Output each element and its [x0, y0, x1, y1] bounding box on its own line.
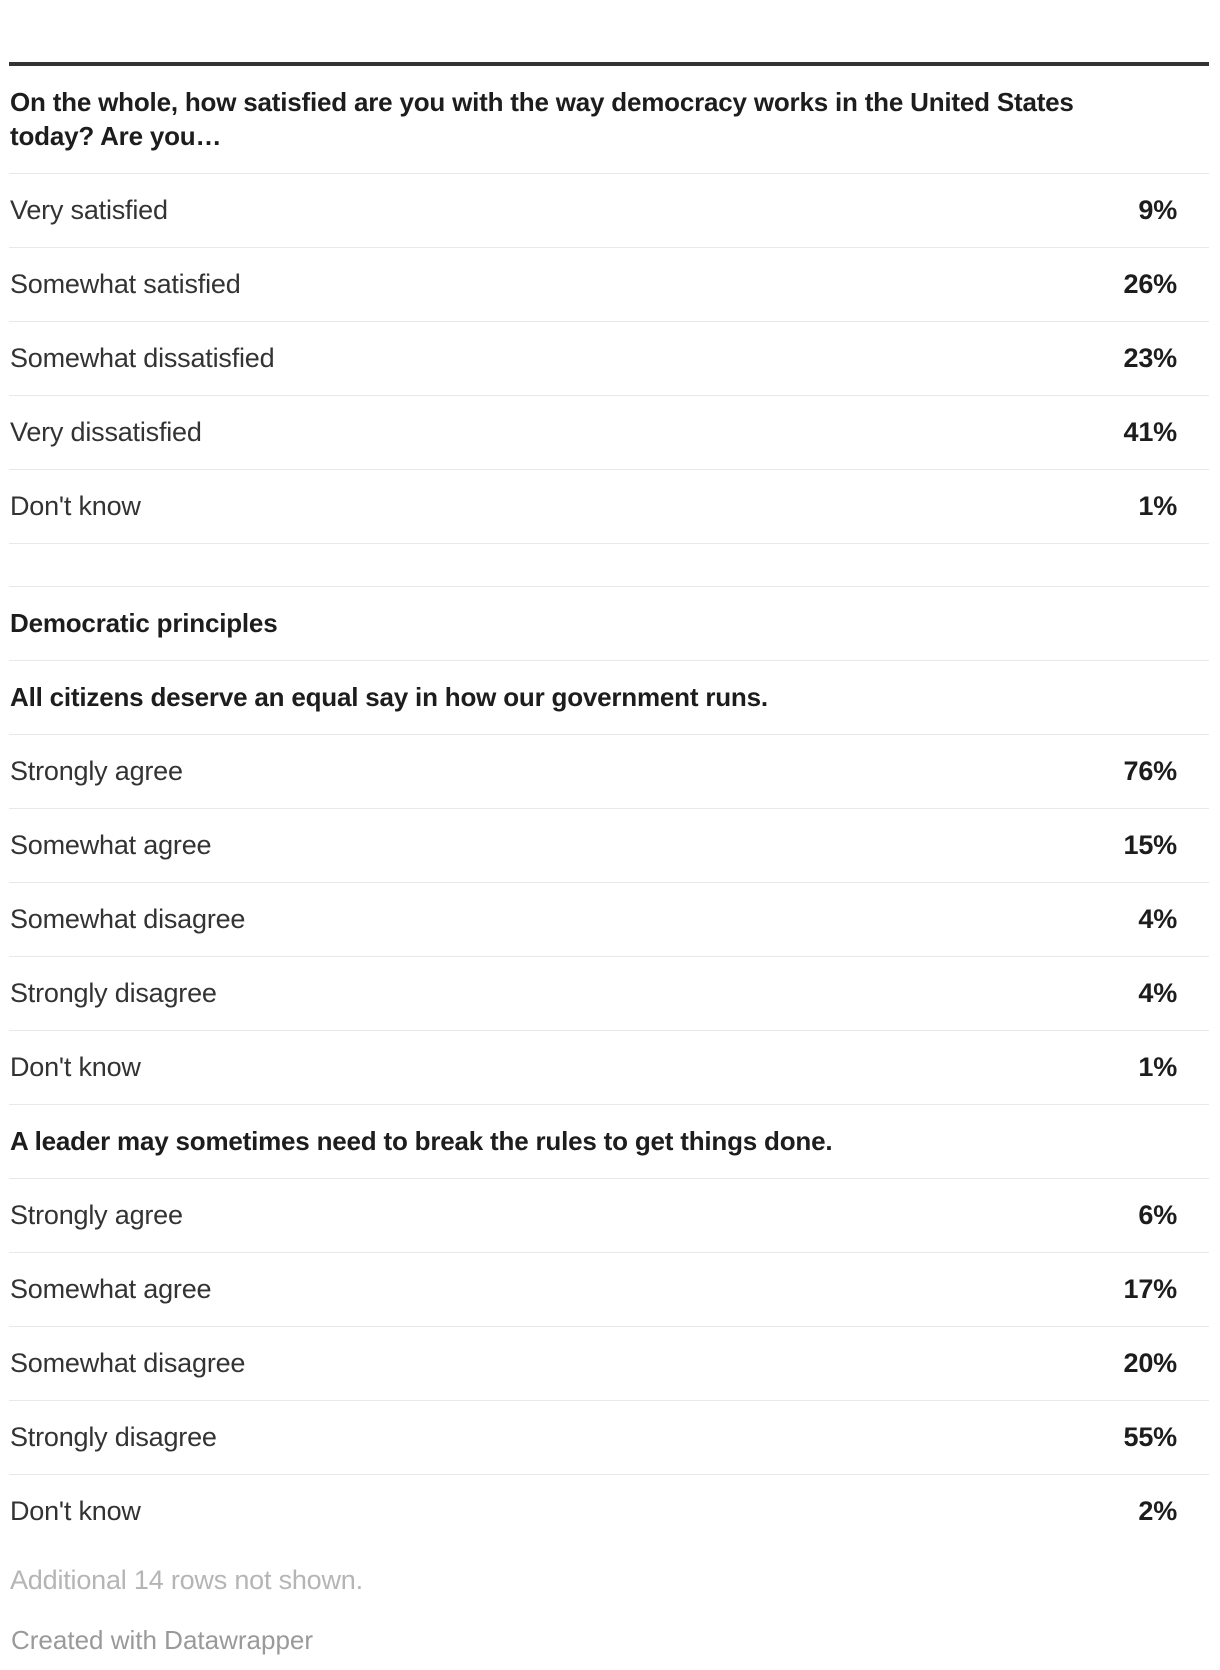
table-row: Don't know 2%	[9, 1475, 1209, 1548]
row-value: 1%	[1138, 491, 1177, 521]
row-label: Strongly agree	[10, 756, 183, 786]
spacer-row	[9, 544, 1209, 587]
table-row: Somewhat agree 15%	[9, 809, 1209, 883]
table-row: Somewhat agree 17%	[9, 1253, 1209, 1327]
row-value: 2%	[1138, 1496, 1177, 1526]
question-header: On the whole, how satisfied are you with…	[9, 66, 1209, 174]
row-value: 55%	[1123, 1422, 1178, 1452]
row-value: 4%	[1138, 978, 1177, 1008]
datawrapper-attribution-link[interactable]: Created with Datawrapper	[11, 1625, 314, 1655]
row-label: Don't know	[10, 1496, 141, 1526]
row-label: Strongly disagree	[10, 978, 217, 1008]
row-value: 26%	[1123, 269, 1178, 299]
table-row: Don't know 1%	[9, 470, 1209, 544]
row-label: Somewhat agree	[10, 830, 212, 860]
table-row: Somewhat disagree 4%	[9, 883, 1209, 957]
row-label: Very satisfied	[10, 195, 168, 225]
row-label: Strongly disagree	[10, 1422, 217, 1452]
row-label: Somewhat disagree	[10, 1348, 246, 1378]
table-row: Somewhat satisfied 26%	[9, 248, 1209, 322]
table-row: Strongly disagree 4%	[9, 957, 1209, 1031]
row-value: 20%	[1123, 1348, 1178, 1378]
row-value: 15%	[1123, 830, 1178, 860]
table-row: Don't know 1%	[9, 1031, 1209, 1105]
row-label: Very dissatisfied	[10, 417, 202, 447]
row-label: Don't know	[10, 1052, 141, 1082]
row-label: Somewhat agree	[10, 1274, 212, 1304]
section-header: Democratic principles	[9, 587, 1209, 661]
table-row: Very dissatisfied 41%	[9, 396, 1209, 470]
row-label: Somewhat satisfied	[10, 269, 241, 299]
row-label: Somewhat dissatisfied	[10, 343, 275, 373]
table-row: Strongly disagree 55%	[9, 1401, 1209, 1475]
table-row: Strongly agree 76%	[9, 735, 1209, 809]
row-value: 4%	[1138, 904, 1177, 934]
row-value: 76%	[1123, 756, 1178, 786]
table-row: Somewhat disagree 20%	[9, 1327, 1209, 1401]
row-value: 17%	[1123, 1274, 1178, 1304]
row-label: Don't know	[10, 491, 141, 521]
question-header: All citizens deserve an equal say in how…	[9, 661, 1209, 735]
question-header: A leader may sometimes need to break the…	[9, 1105, 1209, 1179]
rows-not-shown-note: Additional 14 rows not shown.	[10, 1564, 363, 1595]
row-value: 23%	[1123, 343, 1178, 373]
row-label: Somewhat disagree	[10, 904, 246, 934]
survey-table: On the whole, how satisfied are you with…	[9, 62, 1209, 1612]
table-row: Very satisfied 9%	[9, 174, 1209, 248]
table-row: Strongly agree 6%	[9, 1179, 1209, 1253]
row-value: 1%	[1138, 1052, 1177, 1082]
row-value: 9%	[1138, 195, 1177, 225]
table-row: Somewhat dissatisfied 23%	[9, 322, 1209, 396]
row-label: Strongly agree	[10, 1200, 183, 1230]
row-value: 41%	[1123, 417, 1178, 447]
row-value: 6%	[1138, 1200, 1177, 1230]
